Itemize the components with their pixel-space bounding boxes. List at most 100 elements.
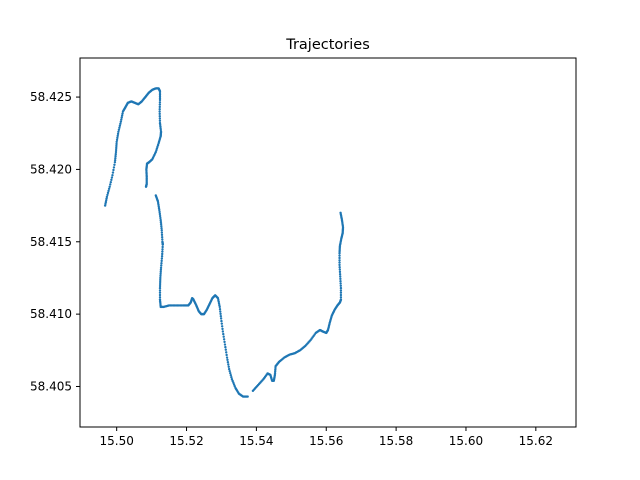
plot-frame	[79, 57, 577, 428]
x-tick-label: 15.54	[239, 434, 273, 448]
trajectory-point	[144, 185, 148, 188]
trajectory-point	[158, 296, 162, 299]
trajectory-point	[274, 366, 277, 370]
trajectory-point	[220, 322, 224, 325]
trajectory-point	[114, 148, 118, 152]
trajectory-point	[160, 255, 164, 258]
trajectory-point	[160, 224, 163, 228]
trajectory-point	[158, 101, 162, 104]
trajectory-point	[338, 261, 341, 264]
x-tick-label: 15.52	[169, 434, 203, 448]
chart-title: Trajectories	[285, 37, 370, 53]
trajectory-point	[161, 238, 164, 241]
trajectory-point	[117, 130, 120, 133]
trajectory-point	[222, 332, 225, 336]
trajectory-point	[220, 325, 224, 328]
trajectory-point	[225, 356, 229, 359]
trajectory-point	[228, 369, 231, 373]
trajectory-point	[160, 261, 163, 265]
trajectory-point	[230, 376, 233, 379]
trajectory-point	[158, 289, 162, 292]
trajectory-point	[226, 360, 230, 364]
trajectory-point	[338, 254, 341, 257]
trajectory-point	[119, 120, 123, 123]
trajectory-point	[108, 185, 111, 188]
trajectory-point	[339, 277, 342, 281]
trajectory-point	[161, 243, 164, 246]
x-axis: 15.50 15.52 15.54 15.56 15.58 15.60 15.62	[99, 427, 553, 448]
trajectory-point	[227, 363, 230, 366]
trajectory-point	[159, 222, 163, 226]
trajectory-point	[273, 370, 277, 373]
trajectory-point	[221, 330, 225, 333]
trajectory-point	[115, 144, 118, 148]
trajectory-point	[227, 367, 231, 371]
trajectory-point	[339, 298, 343, 301]
trajectory-point	[161, 252, 164, 256]
trajectory-point	[114, 156, 117, 160]
trajectory-point	[229, 374, 233, 377]
x-tick-label: 15.50	[99, 434, 133, 448]
trajectory-point	[121, 112, 124, 115]
trajectory-point	[117, 128, 121, 131]
trajectory-point	[110, 178, 113, 182]
trajectory-point	[225, 351, 228, 354]
trajectory-point	[113, 160, 117, 164]
trajectory-point	[158, 117, 162, 120]
trajectory-point	[218, 308, 222, 311]
trajectory-point	[158, 93, 162, 96]
y-tick-label: 58.425	[30, 90, 72, 104]
trajectory-point	[158, 91, 162, 95]
trajectory-point	[339, 286, 343, 290]
trajectory-point	[219, 314, 223, 318]
trajectory-point	[158, 98, 162, 102]
x-tick-label: 15.58	[379, 434, 413, 448]
trajectory-point	[118, 126, 121, 129]
trajectory-point	[246, 395, 249, 398]
trajectory-point	[158, 108, 161, 111]
trajectory-point	[158, 119, 162, 123]
trajectory-point	[160, 235, 164, 239]
y-tick-label: 58.410	[30, 307, 72, 321]
trajectory-point	[159, 123, 162, 127]
trajectory-point	[106, 193, 109, 197]
trajectory-point	[116, 134, 119, 138]
trajectory-point	[115, 146, 118, 150]
trajectory-point	[160, 226, 163, 230]
trajectory-point	[158, 291, 162, 294]
trajectory-point	[219, 312, 222, 316]
x-tick-label: 15.56	[309, 434, 343, 448]
trajectory-point	[274, 368, 277, 371]
y-tick-label: 58.420	[30, 162, 72, 176]
y-axis: 58.405 58.410 58.415 58.420 58.425	[30, 90, 80, 393]
trajectory-point	[218, 305, 221, 309]
trajectory-point	[113, 158, 117, 162]
trajectory-point	[220, 319, 223, 323]
trajectory-point	[158, 284, 162, 288]
trajectory-point	[161, 245, 164, 249]
trajectory-point	[158, 210, 161, 214]
trajectory-point	[158, 214, 162, 218]
y-tick-label: 58.405	[30, 379, 72, 393]
trajectory-point	[120, 116, 123, 119]
trajectory-point	[116, 136, 119, 140]
trajectory-point	[339, 211, 342, 215]
trajectory-point	[339, 282, 342, 285]
trajectory-point	[107, 189, 110, 193]
plot-points	[103, 87, 345, 398]
y-tick-label: 58.415	[30, 235, 72, 249]
trajectory-point	[339, 289, 343, 292]
trajectory-point	[119, 122, 122, 125]
trajectory-point	[158, 97, 162, 100]
trajectory-point	[116, 132, 120, 136]
trajectory-point	[158, 103, 162, 106]
trajectory-point	[109, 183, 112, 186]
trajectory-point	[159, 220, 163, 224]
trajectory-point	[159, 276, 162, 280]
trajectory-point	[159, 266, 163, 270]
trajectory-point	[160, 264, 163, 267]
trajectory-point	[339, 293, 343, 297]
trajectory-point	[338, 270, 342, 274]
trajectory-point	[112, 166, 116, 169]
trajectory-point	[158, 90, 162, 93]
